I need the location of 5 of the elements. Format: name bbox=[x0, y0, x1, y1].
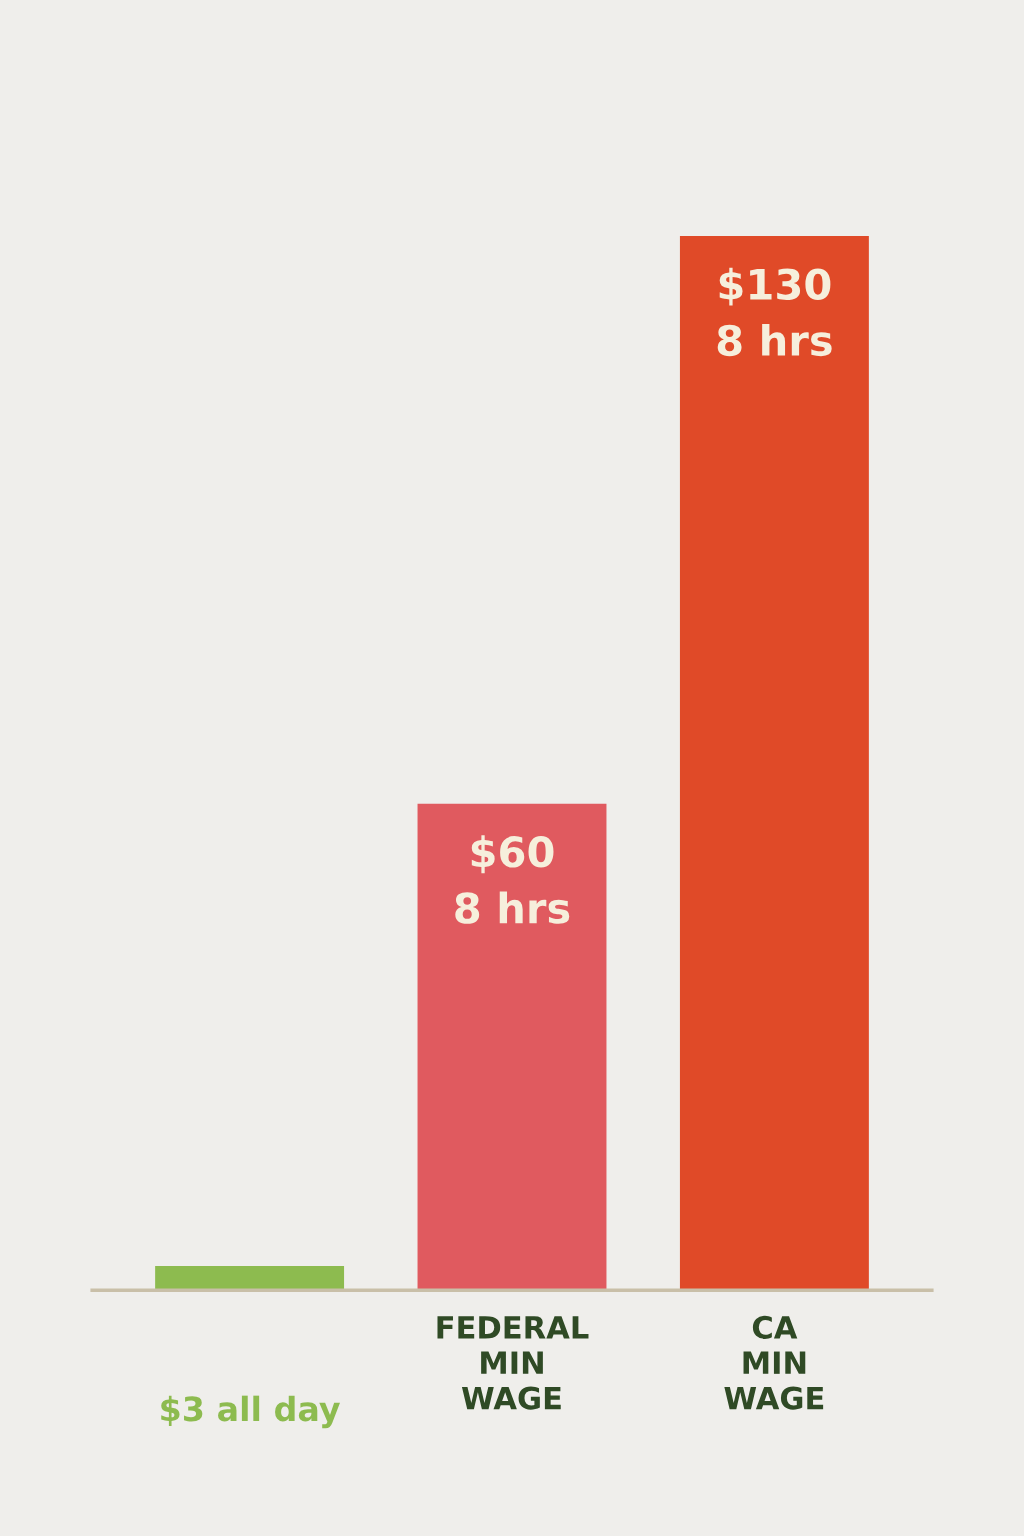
data-label: $130 8 hrs bbox=[717, 267, 832, 357]
x-tick-label: FEDERAL MIN WAGE bbox=[437, 1316, 589, 1410]
x-tick-label: CA MIN WAGE bbox=[724, 1315, 824, 1410]
data-label: $3 all day bbox=[161, 1395, 340, 1429]
data-label: $60 8 hrs bbox=[455, 835, 570, 924]
